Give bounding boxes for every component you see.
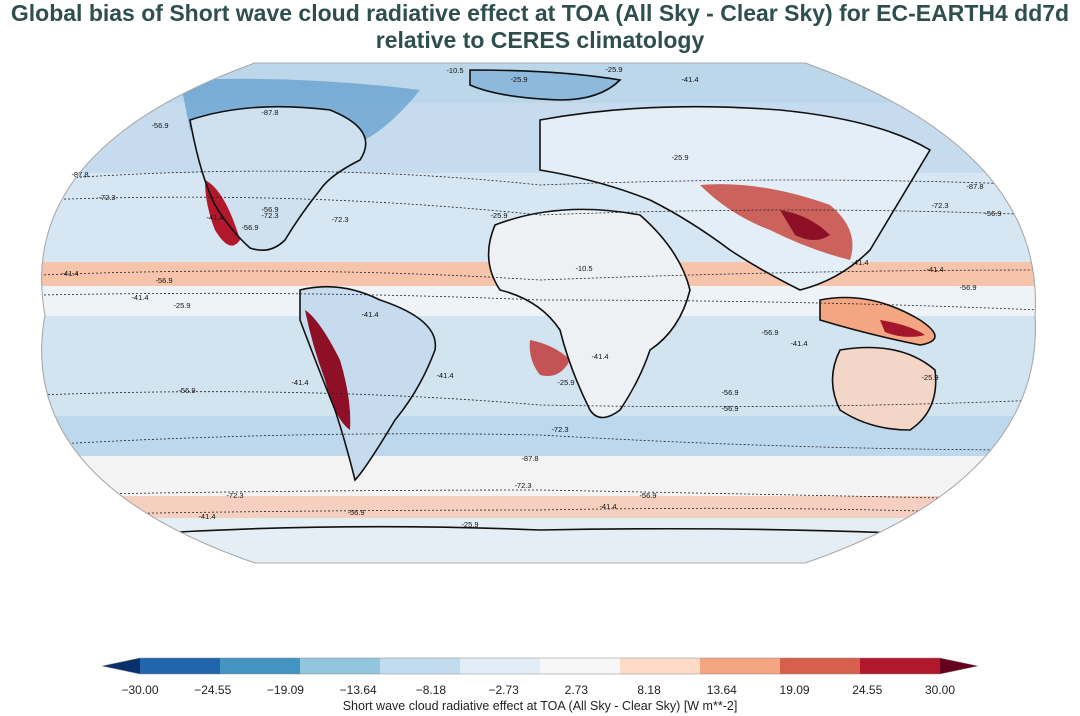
contour-label: -41.4: [926, 265, 943, 274]
title-line-1: Global bias of Short wave cloud radiativ…: [10, 0, 1070, 26]
contour-label: -25.9: [671, 153, 688, 162]
contour-label: -25.9: [605, 65, 622, 74]
north-america: [190, 106, 366, 251]
contour-label: -41.4: [61, 269, 78, 278]
contour-label: -56.9: [639, 491, 656, 500]
colorbar-tick-label: 2.73: [565, 683, 589, 697]
colorbar-bin: [860, 658, 941, 674]
contour-label: -72.3: [931, 201, 948, 210]
contour-label: -87.8: [966, 182, 983, 191]
contour-label: -72.3: [331, 215, 348, 224]
colorbar-bin: [780, 658, 861, 674]
contour-label: -56.9: [241, 223, 258, 232]
contour-label: -41.4: [790, 339, 807, 348]
colorbar-tick-label: −24.55: [194, 683, 231, 697]
colorbar-bin: [300, 658, 381, 674]
colorbar-tick-label: 8.18: [637, 683, 661, 697]
contour-label: -72.3: [98, 193, 115, 202]
contour-label: -87.8: [71, 170, 88, 179]
contour-label: -56.9: [761, 328, 778, 337]
colorbar-bin: [102, 658, 140, 674]
contour-label: -56.9: [155, 276, 172, 285]
colorbar-tick-label: 30.00: [925, 683, 955, 697]
africa: [488, 209, 690, 418]
contour-label: -56.9: [959, 283, 976, 292]
chart-title: Global bias of Short wave cloud radiativ…: [0, 0, 1080, 54]
title-line-2: relative to CERES climatology: [375, 27, 705, 53]
colorbar-outline: [101, 657, 979, 675]
colorbar-tick-label: 19.09: [780, 683, 810, 697]
tibet-positive: [700, 184, 853, 260]
contour-label: -41.4: [681, 75, 698, 84]
colorbar-tick-label: −2.73: [488, 683, 519, 697]
contour-label: -56.9: [261, 205, 278, 214]
contour-label: -72.3: [226, 491, 243, 500]
colorbar-bin: [380, 658, 461, 674]
contour-label: -25.9: [557, 378, 574, 387]
contour-label: -41.4: [851, 258, 868, 267]
contour-label: -25.9: [490, 211, 507, 220]
colorbar-bin: [940, 658, 978, 674]
colorbar-bin: [540, 658, 621, 674]
contour-label: -41.4: [206, 213, 223, 222]
contour-label: -87.8: [521, 454, 538, 463]
contour-label: -56.9: [347, 508, 364, 517]
colorbar-tick-label: 24.55: [852, 683, 882, 697]
contour-label: -41.4: [436, 371, 453, 380]
colorbar-label: Short wave cloud radiative effect at TOA…: [342, 699, 738, 713]
colorbar-tick-label: −30.00: [121, 683, 158, 697]
contour-lines: [41, 170, 1036, 516]
contour-label: -72.3: [551, 425, 568, 434]
contour-label: -10.5: [446, 66, 463, 75]
contour-label: -56.9: [721, 388, 738, 397]
colorbar-bin: [140, 658, 221, 674]
colorbar-tick-label: 13.64: [707, 683, 737, 697]
contour-label: -41.4: [361, 310, 378, 319]
colorbar-ticks: −30.00 −24.55 −19.09 −13.64 −8.18 −2.73 …: [121, 683, 955, 697]
south-america: [300, 286, 436, 480]
contour-label: -25.9: [173, 301, 190, 310]
contour-label: -56.9: [984, 209, 1001, 218]
colorbar-tick-label: −8.18: [416, 683, 447, 697]
contour-label: -41.4: [131, 293, 148, 302]
contour-label: -41.4: [591, 352, 608, 361]
contour-label: -25.9: [510, 75, 527, 84]
contour-label: -41.4: [198, 512, 215, 521]
colorbar-tick-label: −19.09: [267, 683, 304, 697]
globe-outline: [41, 62, 1036, 564]
colorbar-bin: [460, 658, 541, 674]
contour-label: -25.9: [461, 520, 478, 529]
contour-label: -87.8: [261, 108, 278, 117]
colorbar-bins: [101, 657, 979, 675]
contour-label: -41.4: [599, 502, 616, 511]
contour-label: -56.9: [151, 121, 168, 130]
australia: [832, 347, 936, 430]
colorbar-tick-label: −13.64: [340, 683, 377, 697]
contour-label: -25.9: [921, 373, 938, 382]
colorbar-bin: [620, 658, 701, 674]
colorbar-bin: [700, 658, 781, 674]
contour-label: -10.5: [575, 264, 592, 273]
contour-labels: -10.5 -25.9 -41.4 -25.9 -56.9 -87.8 -72.…: [61, 65, 1001, 529]
contour-label: -72.3: [261, 211, 278, 220]
contour-label: -56.9: [178, 386, 195, 395]
contour-label: -41.4: [291, 378, 308, 387]
contour-label: -72.3: [514, 481, 531, 490]
contour-label: -56.9: [721, 404, 738, 413]
colorbar-bin: [220, 658, 301, 674]
